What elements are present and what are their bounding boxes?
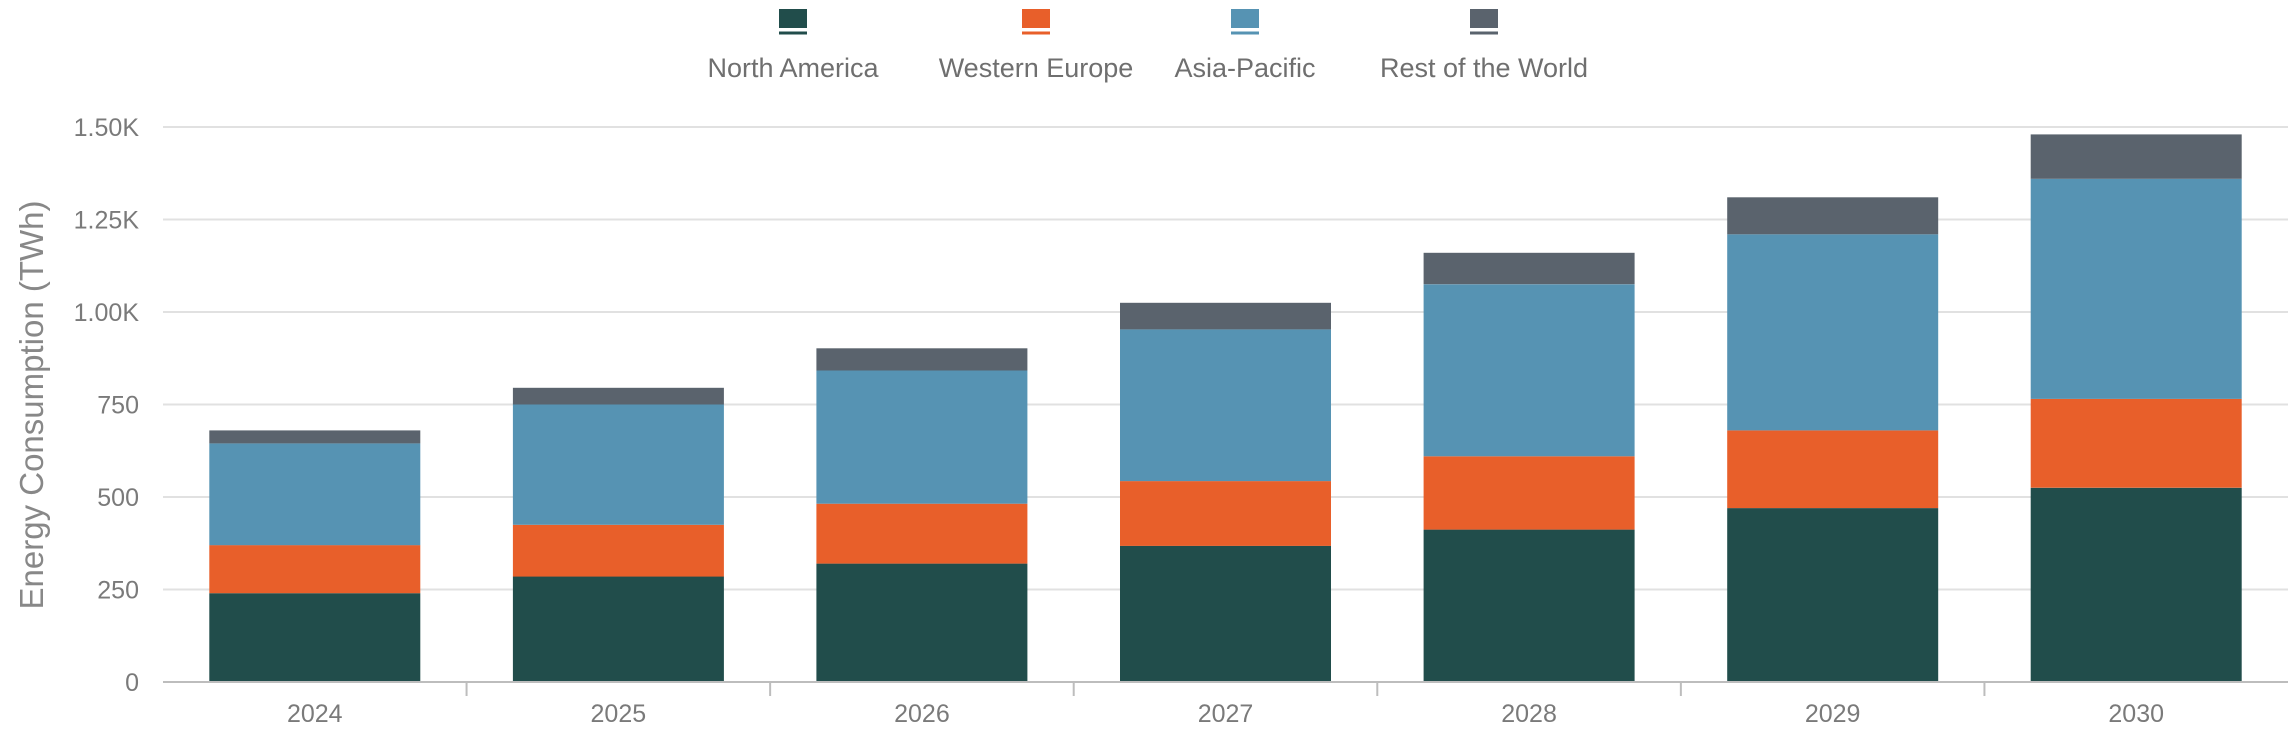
bar-asia-pacific (1120, 329, 1331, 482)
bar-rest-of-the-world (816, 348, 1028, 371)
y-tick-label: 1.00K (74, 299, 140, 327)
bar-western-europe (512, 524, 724, 577)
bar-asia-pacific (1423, 284, 1635, 457)
legend-label-north-america: North America (707, 53, 879, 83)
bar-asia-pacific (512, 404, 724, 525)
bar-rest-of-the-world (1423, 252, 1635, 285)
legend-swatch-rest-of-the-world (1470, 9, 1498, 28)
x-tick-label: 2029 (1805, 700, 1861, 728)
bar-north-america (512, 576, 724, 682)
chart-legend: North America Western Europe Asia-Pacific R… (707, 9, 1588, 83)
bar-asia-pacific (1727, 234, 1939, 431)
bar-asia-pacific (209, 443, 421, 546)
bar-north-america (209, 593, 421, 682)
bar-rest-of-the-world (1120, 302, 1331, 330)
bar-western-europe (816, 503, 1028, 564)
x-tick-label: 2028 (1501, 700, 1557, 728)
bar-western-europe (2030, 398, 2242, 488)
bar-rest-of-the-world (2030, 134, 2242, 179)
y-tick-label: 1.50K (74, 114, 140, 142)
legend-swatch-north-america (779, 9, 807, 28)
y-axis-title: Energy Consumption (TWh) (13, 201, 50, 610)
bar-western-europe (1120, 481, 1331, 546)
y-tick-label: 250 (97, 577, 139, 605)
legend-label-asia-pacific: Asia-Pacific (1174, 53, 1315, 83)
bar-north-america (1120, 545, 1331, 682)
legend-label-western-europe: Western Europe (939, 53, 1134, 83)
bar-north-america (2030, 487, 2242, 683)
bar-north-america (816, 563, 1028, 682)
bar-rest-of-the-world (512, 387, 724, 405)
bar-north-america (1727, 508, 1939, 682)
bar-western-europe (1423, 456, 1635, 530)
legend-swatch-asia-pacific (1231, 9, 1259, 28)
bar-asia-pacific (816, 370, 1028, 504)
x-tick-label: 2026 (894, 700, 950, 728)
y-tick-label: 500 (97, 484, 139, 512)
bars (209, 134, 2242, 683)
y-tick-label: 0 (125, 669, 139, 697)
y-tick-label: 1.25K (74, 207, 140, 235)
y-tick-label: 750 (97, 392, 139, 420)
x-tick-label: 2027 (1198, 700, 1254, 728)
bar-western-europe (209, 545, 421, 594)
bar-rest-of-the-world (1727, 197, 1939, 235)
legend-label-rest-of-the-world: Rest of the World (1380, 53, 1588, 83)
bar-rest-of-the-world (209, 430, 421, 444)
x-axis: 2024 2025 2026 2027 2028 2029 2030 (163, 681, 2288, 728)
legend-swatch-western-europe (1022, 9, 1050, 28)
y-axis-ticks: 0 250 500 750 1.00K 1.25K 1.50K (74, 114, 140, 697)
x-tick-label: 2025 (591, 700, 647, 728)
x-tick-label: 2030 (2108, 700, 2164, 728)
bar-asia-pacific (2030, 178, 2242, 399)
bar-north-america (1423, 529, 1635, 682)
x-tick-label: 2024 (287, 700, 343, 728)
bar-western-europe (1727, 430, 1939, 509)
